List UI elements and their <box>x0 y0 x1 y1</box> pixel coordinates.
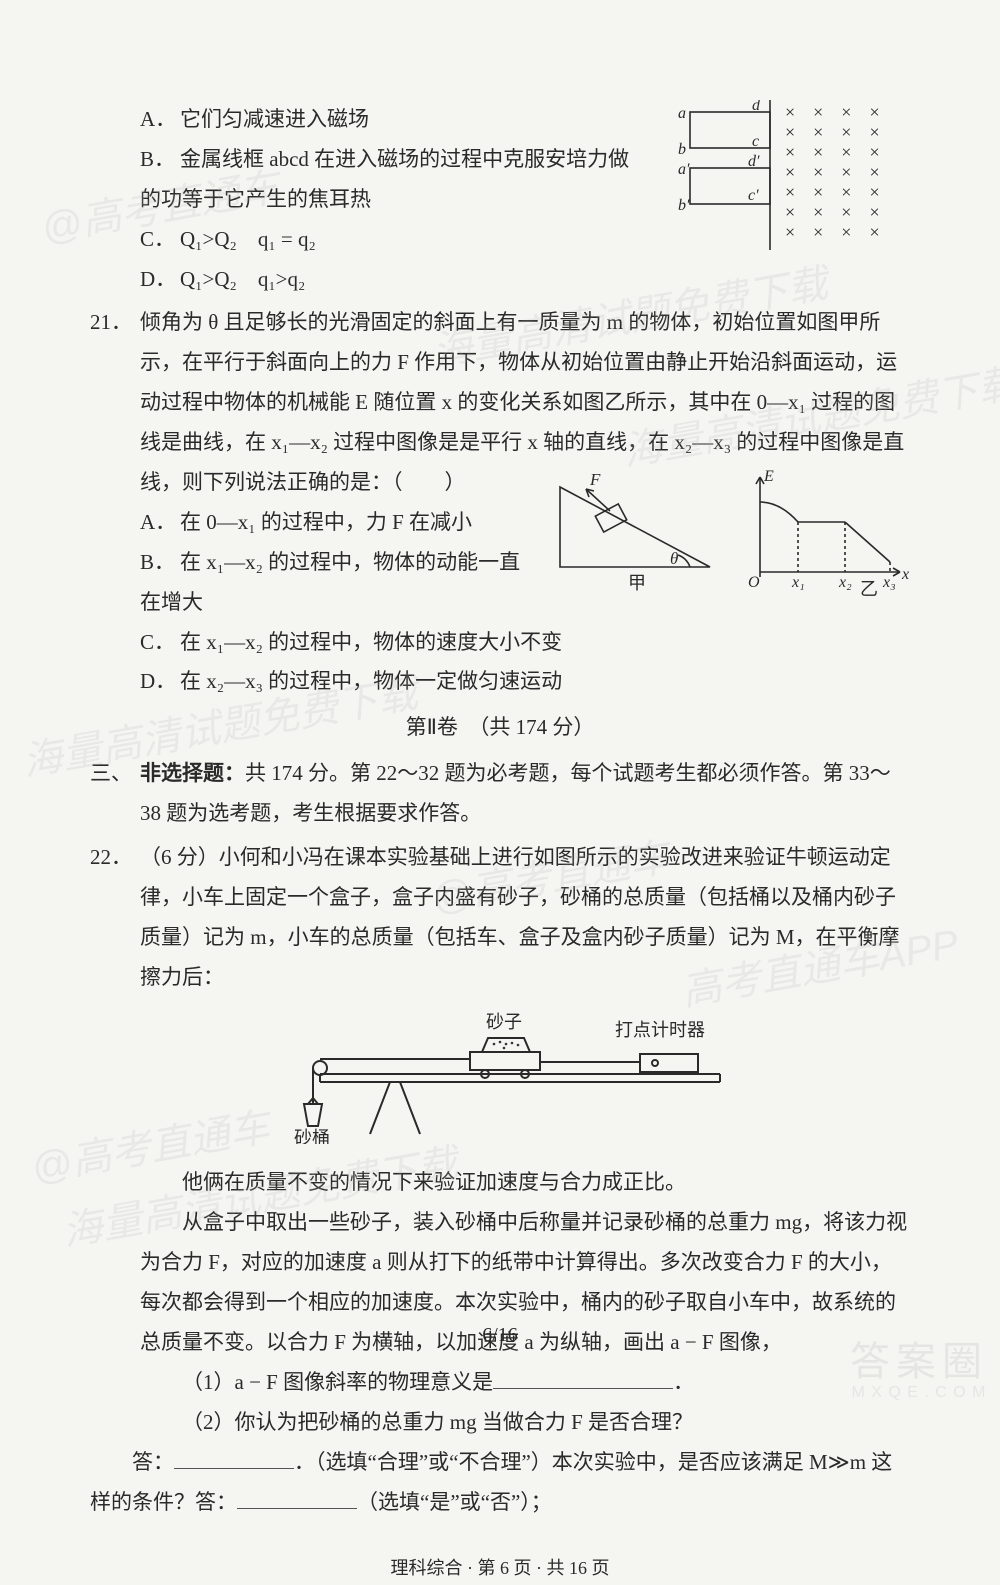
q20-option-d: D．Q₁>Q₂ q₁>q₂ <box>90 260 640 300</box>
option-label: A． <box>140 100 180 140</box>
label-sand: 砂子 <box>486 1012 522 1032</box>
sub-text: 你认为把砂桶的总重力 mg 当做合力 F 是否合理？ <box>235 1410 694 1434</box>
section-3-heading: 三、 非选择题：共 174 分。第 22～32 题为必考题，每个试题考生都必须作… <box>90 754 910 834</box>
svg-text:× × × ×: × × × × <box>785 222 880 242</box>
heading-rest: 共 174 分。第 22～32 题为必考题，每个试题考生都必须作答。第 33～3… <box>140 761 891 825</box>
section-2-title: 第Ⅱ卷 （共 174 分） <box>90 708 910 748</box>
sub-text: a − F 图像斜率的物理意义是 <box>235 1370 494 1394</box>
question-number: 22． <box>90 838 140 878</box>
heading-bold: 非选择题： <box>140 761 245 785</box>
label-a-prime: a′ <box>678 161 690 178</box>
label-O: O <box>748 574 760 591</box>
option-label: B． <box>140 140 180 180</box>
blank-input[interactable] <box>493 1368 673 1389</box>
q22: 22． （6 分）小何和小冯在课本实验基础上进行如图所示的实验改进来验证牛顿运动… <box>90 838 910 998</box>
diagram-q21: F θ 甲 <box>550 467 910 611</box>
answer-label: 答： <box>132 1450 174 1474</box>
svg-text:× × × ×: × × × × <box>785 102 880 122</box>
option-text: 它们匀减速进入磁场 <box>180 107 369 131</box>
svg-text:× × × ×: × × × × <box>785 182 880 202</box>
blank-input[interactable] <box>174 1448 294 1469</box>
option-text: Q₁>Q₂ q₁ = q₂ <box>180 227 316 251</box>
q20-option-c: C．Q₁>Q₂ q₁ = q₂ <box>90 220 640 260</box>
inner-page-footer: 理科综合 · 第 6 页 · 共 16 页 <box>90 1551 910 1585</box>
label-a: a <box>678 105 686 122</box>
option-text: 在 0—x₁ 的过程中，力 F 在减小 <box>180 510 472 534</box>
sub-label: （2） <box>182 1410 235 1434</box>
option-label: C． <box>140 220 180 260</box>
heading-number: 三、 <box>90 754 140 794</box>
q22-answer-line: 答：．（选填“合理”或“不合理”）本次实验中，是否应该满足 M≫m 这样的条件？… <box>90 1443 910 1523</box>
label-E: E <box>763 468 774 485</box>
tick-x3: x₃ <box>882 574 896 591</box>
q21-option-c: C．在 x₁—x₂ 的过程中，物体的速度大小不变 <box>140 623 910 663</box>
caption-jia: 甲 <box>628 573 646 593</box>
answer-tail2: （选填“是”或“否”）； <box>357 1490 552 1514</box>
question-points: （6 分） <box>140 845 219 869</box>
label-bucket: 砂桶 <box>294 1128 330 1144</box>
q22-p2: 他俩在质量不变的情况下来验证加速度与合力成正比。 <box>140 1163 910 1203</box>
caption-yi: 乙 <box>860 579 878 597</box>
tick-x1: x₁ <box>791 574 805 591</box>
option-label: D． <box>140 662 180 702</box>
svg-text:× × × ×: × × × × <box>785 162 880 182</box>
option-label: D． <box>140 260 180 300</box>
diagram-q20-magnetic-field: a b a′ b′ d c d′ c′ × × × × × × × × × × … <box>650 100 910 264</box>
blank-input[interactable] <box>237 1488 357 1509</box>
label-timer: 打点计时器 <box>615 1020 705 1040</box>
option-text: 金属线框 abcd 在进入磁场的过程中克服安培力做的功等于它产生的焦耳热 <box>140 147 629 211</box>
option-text: Q₁>Q₂ q₁>q₂ <box>180 267 305 291</box>
label-c-prime: c′ <box>748 187 759 204</box>
label-F: F <box>589 470 601 489</box>
svg-text:× × × ×: × × × × <box>785 122 880 142</box>
q20-option-b: B．金属线框 abcd 在进入磁场的过程中克服安培力做的功等于它产生的焦耳热 <box>90 140 640 220</box>
q21: 21． 倾角为 θ 且足够长的光滑固定的斜面上有一质量为 m 的物体，初始位置如… <box>90 303 910 702</box>
label-c: c <box>752 133 759 150</box>
outer-page-number: 6/16 <box>0 1316 1000 1354</box>
option-label: A． <box>140 503 180 543</box>
diagram-q22-apparatus: 砂子 打点计时器 砂桶 <box>90 1004 910 1158</box>
svg-text:× × × ×: × × × × <box>785 142 880 162</box>
label-d: d <box>752 100 761 114</box>
option-label: B． <box>140 543 180 583</box>
label-theta: θ <box>670 549 678 568</box>
sub-label: （1） <box>182 1370 235 1394</box>
sub-tail: ． <box>673 1370 694 1394</box>
q20-option-a: A．它们匀减速进入磁场 <box>90 100 640 140</box>
option-text: 在 x₁—x₂ 的过程中，物体的速度大小不变 <box>180 630 562 654</box>
label-b-prime: b′ <box>678 197 690 214</box>
question-number: 21． <box>90 303 140 343</box>
q22-sub1: （1）a − F 图像斜率的物理意义是 ． <box>140 1363 910 1403</box>
option-label: C． <box>140 623 180 663</box>
label-d-prime: d′ <box>748 153 760 170</box>
label-b: b <box>678 141 686 158</box>
q22-sub2: （2）你认为把砂桶的总重力 mg 当做合力 F 是否合理？ <box>140 1403 910 1443</box>
tick-x2: x₂ <box>838 574 852 591</box>
q22-p1: 小何和小冯在课本实验基础上进行如图所示的实验改进来验证牛顿运动定律，小车上固定一… <box>140 845 900 989</box>
svg-text:× × × ×: × × × × <box>785 202 880 222</box>
option-text: 在 x₂—x₃ 的过程中，物体一定做匀速运动 <box>180 669 562 693</box>
label-x: x <box>901 566 909 583</box>
option-text: 在 x₁—x₂ 的过程中，物体的动能一直在增大 <box>140 550 520 614</box>
q21-option-d: D．在 x₂—x₃ 的过程中，物体一定做匀速运动 <box>140 662 910 702</box>
